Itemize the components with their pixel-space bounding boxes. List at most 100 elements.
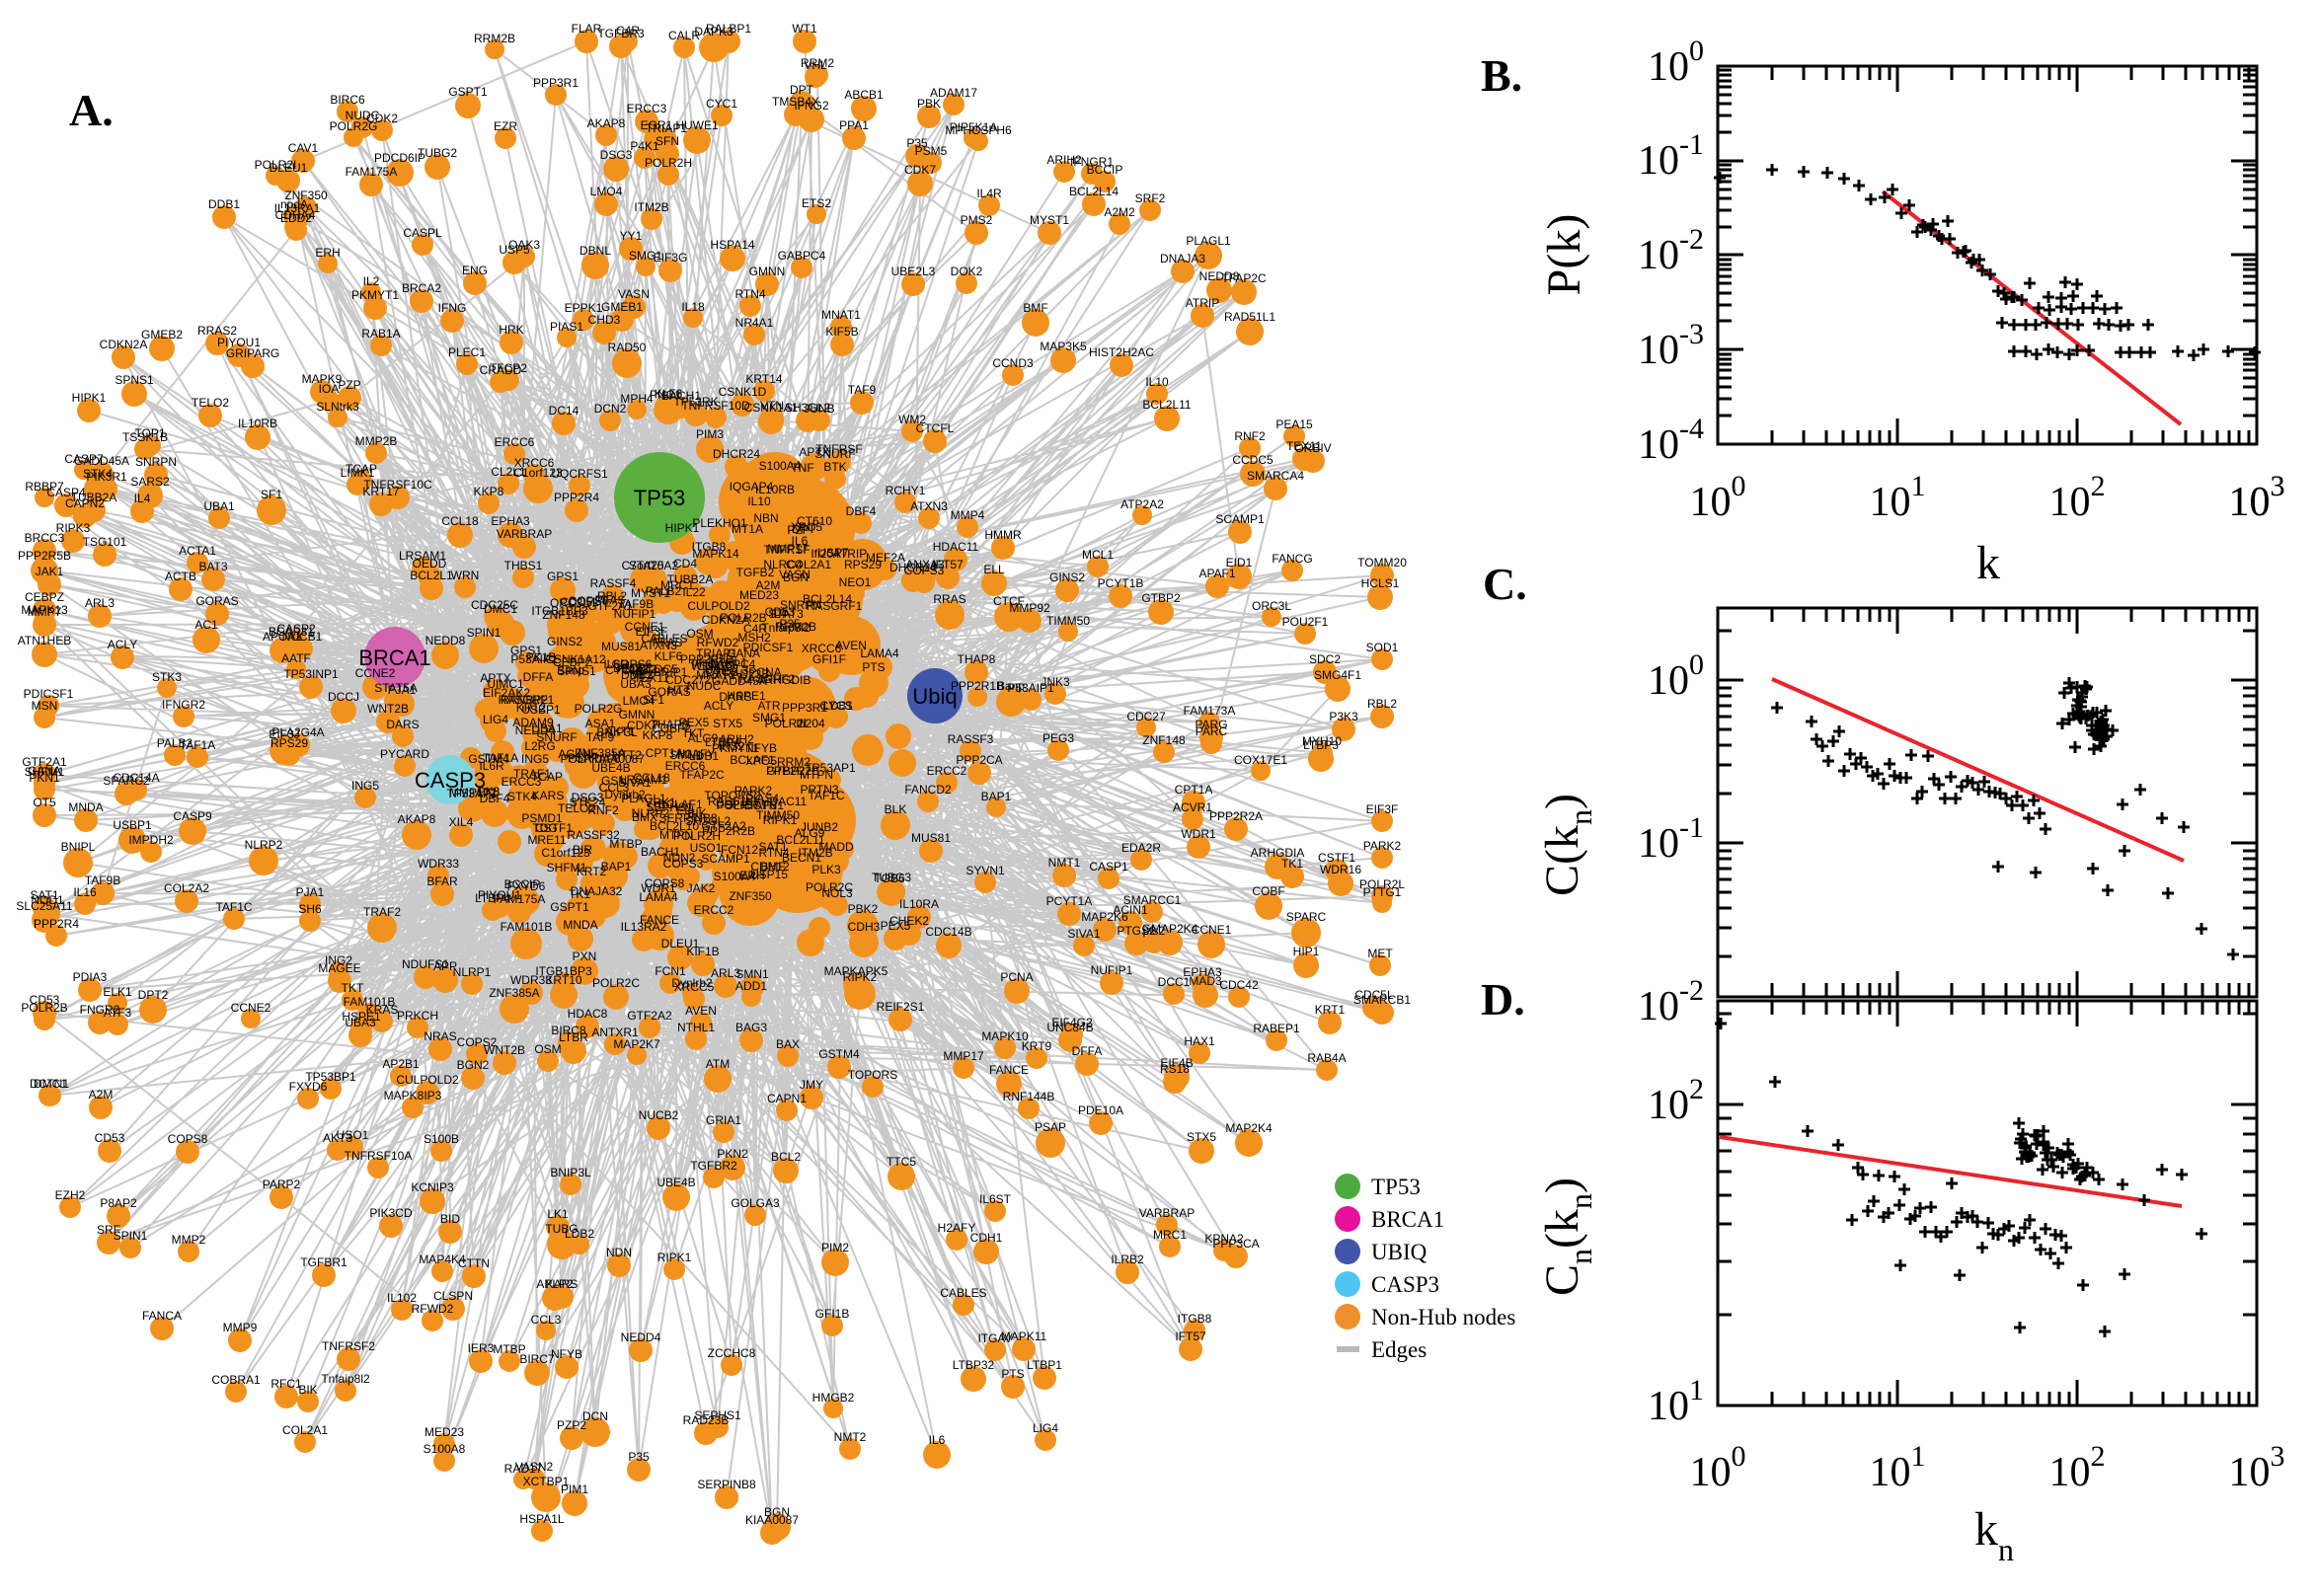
svg-text:PPP3R1: PPP3R1 <box>533 76 579 90</box>
svg-text:Banp: Banp <box>997 679 1025 693</box>
svg-text:NLRP1: NLRP1 <box>453 965 492 979</box>
svg-text:IRS2: IRS2 <box>719 739 745 753</box>
svg-text:PDE10A: PDE10A <box>1078 1103 1123 1117</box>
svg-text:IL102: IL102 <box>387 1291 417 1305</box>
svg-text:RANBP2: RANBP2 <box>501 693 548 707</box>
svg-text:CDC14A: CDC14A <box>113 771 159 785</box>
svg-text:FAM173A: FAM173A <box>1184 704 1236 718</box>
svg-text:CTCF: CTCF <box>993 594 1025 608</box>
svg-text:TP53AP1: TP53AP1 <box>805 761 856 775</box>
svg-text:KLF6: KLF6 <box>655 649 683 663</box>
svg-text:TUBB2A: TUBB2A <box>71 491 117 504</box>
svg-text:GMNN: GMNN <box>749 265 786 278</box>
svg-text:VARBRAP: VARBRAP <box>1139 1206 1195 1220</box>
svg-text:CAV1: CAV1 <box>288 141 319 155</box>
svg-text:CEBPZ: CEBPZ <box>25 590 64 604</box>
svg-text:PK1B: PK1B <box>526 650 557 664</box>
svg-text:ALG9: ALG9 <box>795 826 825 840</box>
svg-text:SMN1: SMN1 <box>735 967 769 981</box>
svg-text:PIK3CD: PIK3CD <box>369 1206 413 1220</box>
svg-text:POLRTAF6: POLRTAF6 <box>717 798 777 812</box>
svg-text:DCCJ: DCCJ <box>328 690 359 704</box>
svg-text:SF1: SF1 <box>261 488 282 501</box>
svg-text:SPARC: SPARC <box>1286 910 1327 924</box>
svg-text:XRCC5: XRCC5 <box>674 980 715 994</box>
svg-text:IL16: IL16 <box>73 885 97 899</box>
svg-text:103: 103 <box>2229 1440 2285 1495</box>
svg-text:CASP3: CASP3 <box>1371 1272 1439 1297</box>
svg-text:PMS2: PMS2 <box>617 661 650 675</box>
svg-text:TIMM50: TIMM50 <box>1046 614 1090 628</box>
svg-text:ING5: ING5 <box>351 779 379 793</box>
svg-text:SCAMP1: SCAMP1 <box>1215 512 1265 526</box>
svg-text:POLR2G: POLR2G <box>575 702 623 716</box>
svg-text:COPS2: COPS2 <box>457 1035 498 1049</box>
svg-text:BMX: BMX <box>632 810 657 824</box>
svg-text:UBE4B: UBE4B <box>591 761 630 775</box>
svg-text:PPP2R2A: PPP2R2A <box>1209 809 1263 823</box>
svg-text:RAD17: RAD17 <box>504 1462 543 1476</box>
svg-text:P8AP2: P8AP2 <box>100 1196 137 1210</box>
svg-text:ADAM17: ADAM17 <box>930 86 977 100</box>
svg-text:RFC1: RFC1 <box>270 1377 302 1391</box>
svg-text:IL10RB: IL10RB <box>755 483 795 496</box>
svg-text:JAK2: JAK2 <box>687 881 716 895</box>
svg-text:LMO4: LMO4 <box>623 694 656 708</box>
svg-text:CD53: CD53 <box>30 993 60 1007</box>
svg-text:SOD1: SOD1 <box>1366 641 1399 654</box>
svg-text:KKP8: KKP8 <box>643 728 673 742</box>
svg-text:CTTN: CTTN <box>458 1256 490 1270</box>
svg-text:COBF: COBF <box>1252 884 1284 898</box>
svg-text:PTS: PTS <box>1001 1367 1024 1381</box>
svg-text:STAT5A2: STAT5A2 <box>629 559 679 572</box>
svg-text:ELK12: ELK12 <box>621 662 656 676</box>
svg-text:FANCE: FANCE <box>989 1063 1029 1077</box>
svg-text:GINS2: GINS2 <box>547 635 582 648</box>
svg-text:TK1: TK1 <box>1281 857 1303 871</box>
svg-text:PARC: PARC <box>1196 724 1228 738</box>
svg-text:MET: MET <box>1367 947 1393 960</box>
svg-text:MED23: MED23 <box>425 1425 464 1439</box>
svg-text:DCTN1: DCTN1 <box>744 798 784 812</box>
svg-text:TCAP: TCAP <box>531 770 563 784</box>
svg-text:PZP: PZP <box>787 523 810 537</box>
svg-text:ERCC6: ERCC6 <box>665 759 706 773</box>
svg-text:CLSPN: CLSPN <box>433 1289 473 1303</box>
svg-text:GTF2A2: GTF2A2 <box>701 819 746 833</box>
svg-text:PRKCH: PRKCH <box>397 1009 438 1023</box>
svg-text:MNDA: MNDA <box>563 918 597 932</box>
svg-text:ITGAV: ITGAV <box>977 1331 1012 1345</box>
svg-text:PIYOU1: PIYOU1 <box>478 888 521 902</box>
svg-text:PLAGL1: PLAGL1 <box>1186 234 1231 248</box>
svg-text:USO1: USO1 <box>690 841 723 855</box>
svg-text:TAF1A: TAF1A <box>483 751 518 765</box>
svg-text:NUFIP1: NUFIP1 <box>1091 963 1133 977</box>
svg-text:MMP172: MMP172 <box>449 786 497 799</box>
svg-text:UBE2L3: UBE2L3 <box>891 265 936 278</box>
svg-text:TNF: TNF <box>791 461 813 475</box>
svg-text:SMARCA4: SMARCA4 <box>1247 469 1304 483</box>
svg-text:IL4: IL4 <box>134 492 151 505</box>
svg-text:AC1: AC1 <box>194 618 218 632</box>
svg-text:EZH2: EZH2 <box>55 1188 86 1202</box>
svg-text:TKT: TKT <box>682 726 705 740</box>
svg-text:DNAJA32: DNAJA32 <box>571 884 623 898</box>
svg-text:GADD45A: GADD45A <box>74 454 129 468</box>
svg-text:CDC5L: CDC5L <box>560 595 599 609</box>
svg-text:DDB1: DDB1 <box>621 668 653 682</box>
svg-text:CD53: CD53 <box>765 605 796 619</box>
svg-text:SEPHS1: SEPHS1 <box>646 800 693 814</box>
svg-text:STK4: STK4 <box>83 467 113 481</box>
svg-text:MTPN: MTPN <box>659 828 693 842</box>
svg-text:CDC25C: CDC25C <box>471 598 518 612</box>
svg-text:AATF: AATF <box>281 651 311 665</box>
svg-text:POLRTAF6: POLRTAF6 <box>561 752 621 766</box>
svg-text:SH3GL2: SH3GL2 <box>685 814 731 828</box>
svg-text:NMT2: NMT2 <box>834 1430 867 1444</box>
svg-text:CCL3: CCL3 <box>599 781 630 795</box>
svg-text:HDAC11: HDAC11 <box>761 795 808 808</box>
svg-text:BMF: BMF <box>760 860 785 874</box>
svg-text:BIRC7: BIRC7 <box>519 1352 555 1366</box>
svg-text:FAM175A: FAM175A <box>494 892 546 906</box>
svg-text:S100B: S100B <box>424 1132 459 1146</box>
